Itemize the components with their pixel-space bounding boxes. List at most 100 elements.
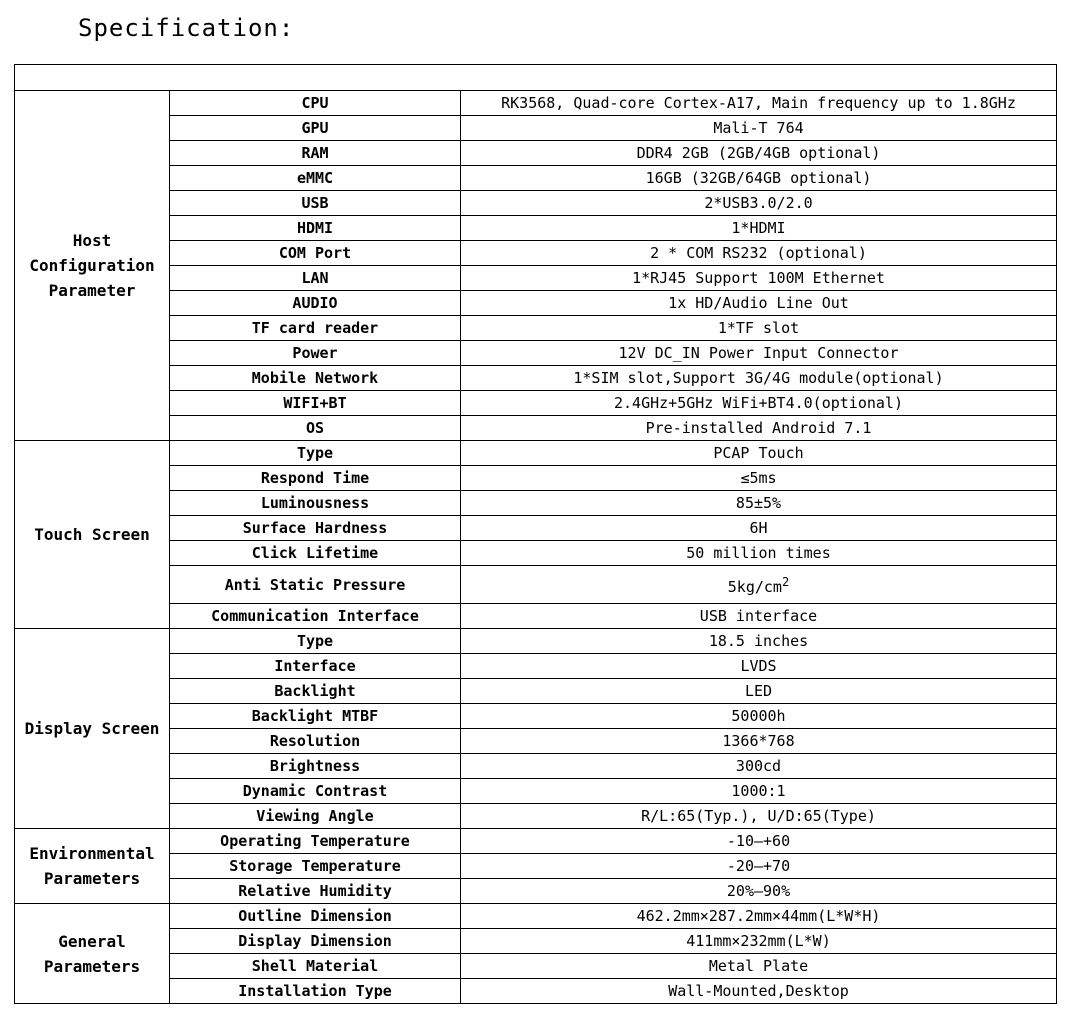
value-text: 462.2mm×287.2mm×44mm(L*W*H) [636,907,881,925]
value-text: 2 * COM RS232 (optional) [650,244,867,262]
table-row: Resolution 1366*768 [15,728,1057,754]
param-name: Communication Interface [169,603,461,629]
param-value: PCAP Touch [460,440,1057,466]
table-row: HDMI 1*HDMI [15,215,1057,241]
table-row: Touch Screen Type PCAP Touch [14,440,1057,629]
table-row: Luminousness 85±5% [15,490,1057,516]
param-name: Click Lifetime [169,540,461,566]
table-row: Interface LVDS [15,653,1057,679]
spec-table: Host Configuration Parameter CPU RK3568, Q… [14,64,1057,1004]
param-name: eMMC [169,165,461,191]
value-text: Metal Plate [708,957,809,975]
param-name: GPU [169,115,461,141]
param-value: 50000h [460,703,1057,729]
table-row: Anti Static Pressure 5kg/cm2 [15,565,1057,604]
table-row: Brightness 300cd [15,753,1057,779]
param-value: 1*RJ45 Support 100M Ethernet [460,265,1057,291]
param-value: Mali-T 764 [460,115,1057,141]
table-row: Backlight MTBF 50000h [15,703,1057,729]
table-row: Backlight LED [15,678,1057,704]
param-name: Outline Dimension [169,903,461,929]
value-text: 1*RJ45 Support 100M Ethernet [632,269,885,287]
param-value: 1*TF slot [460,315,1057,341]
value-text: 18.5 inches [708,632,809,650]
group-label: Host Configuration Parameter [14,90,170,441]
value-text: 1366*768 [722,732,795,750]
value-text: -20—+70 [726,857,791,875]
param-value: 2*USB3.0/2.0 [460,190,1057,216]
param-name: Dynamic Contrast [169,778,461,804]
param-name: Shell Material [169,953,461,979]
table-row: General Parameters Outline Dimension 462.2… [14,903,1057,1004]
param-name: LAN [169,265,461,291]
param-value: Wall-Mounted,Desktop [460,978,1057,1004]
param-value: 85±5% [460,490,1057,516]
param-value: 1*SIM slot,Support 3G/4G module(optional… [460,365,1057,391]
table-row: Shell Material Metal Plate [15,953,1057,979]
param-name: AUDIO [169,290,461,316]
table-row: Power 12V DC_IN Power Input Connector [15,340,1057,366]
table-header-row [14,64,1057,91]
param-name: Operating Temperature [169,828,461,854]
value-text: 20%—90% [726,882,791,900]
param-name: OS [169,415,461,441]
param-name: RAM [169,140,461,166]
page-title: Specification: [78,14,295,42]
value-text: 6H [749,519,768,537]
param-value: R/L:65(Typ.), U/D:65(Type) [460,803,1057,829]
param-value: Pre-installed Android 7.1 [460,415,1057,441]
value-text: 1x HD/Audio Line Out [668,294,849,312]
value-text: Pre-installed Android 7.1 [645,419,872,437]
param-name: CPU [169,90,461,116]
param-value: 2.4GHz+5GHz WiFi+BT4.0(optional) [460,390,1057,416]
table-row: WIFI+BT 2.4GHz+5GHz WiFi+BT4.0(optional) [15,390,1057,416]
value-text: 12V DC_IN Power Input Connector [618,344,899,362]
param-name: Relative Humidity [169,878,461,904]
param-value: 50 million times [460,540,1057,566]
param-name: Type [169,440,461,466]
table-row: Environmental Parameters Operating Temper… [14,828,1057,904]
param-value: 411mm×232mm(L*W) [460,928,1057,954]
value-text: 85±5% [735,494,782,512]
param-name: TF card reader [169,315,461,341]
param-name: Power [169,340,461,366]
param-value: 12V DC_IN Power Input Connector [460,340,1057,366]
param-value: RK3568, Quad-core Cortex-A17, Main frequ… [460,90,1057,116]
param-value: 18.5 inches [460,628,1057,654]
table-row: Host Configuration Parameter CPU RK3568, Q… [14,90,1057,441]
table-row: Click Lifetime 50 million times [15,540,1057,566]
value-text: 50000h [731,707,786,725]
value-text: 1*HDMI [731,219,786,237]
param-value: 16GB (32GB/64GB optional) [460,165,1057,191]
param-value: 1366*768 [460,728,1057,754]
group-label: Environmental Parameters [14,828,170,904]
param-name: Type [169,628,461,654]
param-value: 462.2mm×287.2mm×44mm(L*W*H) [460,903,1057,929]
param-name: Interface [169,653,461,679]
table-row: Surface Hardness 6H [15,515,1057,541]
table-row: Communication Interface USB interface [15,603,1057,629]
param-name: WIFI+BT [169,390,461,416]
param-value: Metal Plate [460,953,1057,979]
table-row: Storage Temperature -20—+70 [15,853,1057,879]
value-text: Wall-Mounted,Desktop [668,982,849,1000]
param-name: Resolution [169,728,461,754]
param-value: 1000:1 [460,778,1057,804]
table-row: Respond Time ≤5ms [15,465,1057,491]
value-text: LVDS [740,657,777,675]
table-row: Dynamic Contrast 1000:1 [15,778,1057,804]
value-text: USB interface [699,607,818,625]
param-name: Mobile Network [169,365,461,391]
superscript: 2 [781,575,790,589]
param-value: 2 * COM RS232 (optional) [460,240,1057,266]
table-row: COM Port 2 * COM RS232 (optional) [15,240,1057,266]
param-value: 300cd [460,753,1057,779]
table-row: Installation Type Wall-Mounted,Desktop [15,978,1057,1004]
param-name: HDMI [169,215,461,241]
param-name: Brightness [169,753,461,779]
param-name: Display Dimension [169,928,461,954]
value-text: 2.4GHz+5GHz WiFi+BT4.0(optional) [614,394,903,412]
param-value: LVDS [460,653,1057,679]
value-text: -10—+60 [726,832,791,850]
value-text: 2*USB3.0/2.0 [704,194,813,212]
